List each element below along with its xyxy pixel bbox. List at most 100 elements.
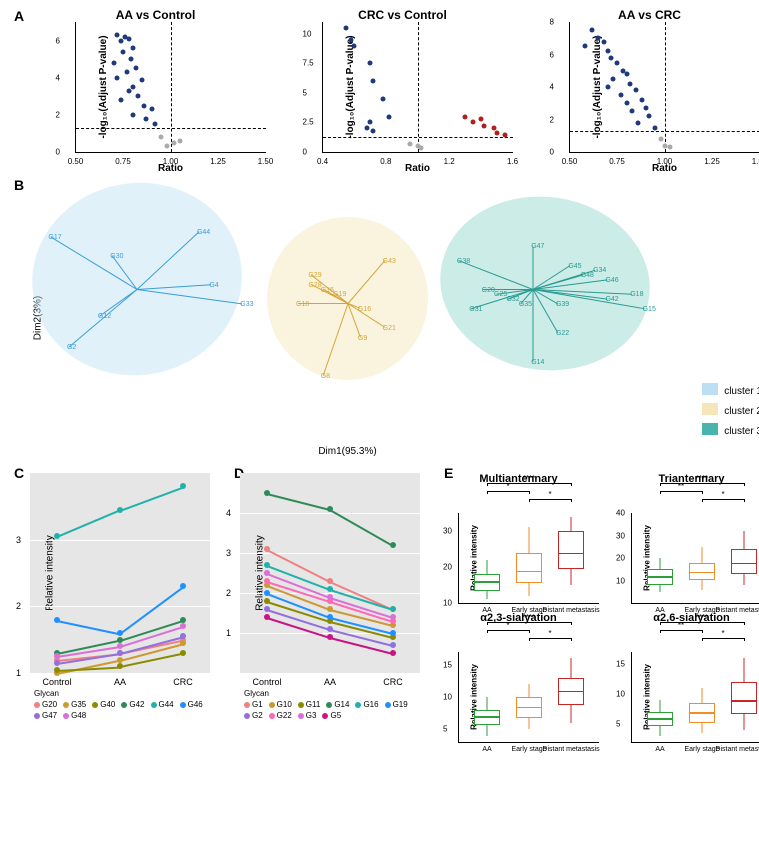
pca-node: G31 (469, 306, 473, 310)
volcano-title: AA vs CRC (545, 8, 755, 22)
series-point (264, 606, 270, 612)
data-point (164, 144, 169, 149)
legend-d: GlycanG1G10G11G14G16G19G2G22G3G5 (244, 689, 418, 720)
series-point (54, 533, 60, 539)
pca-node: G29 (308, 272, 312, 276)
panel-a-label: A (14, 8, 24, 24)
legend-item: G2 (244, 711, 263, 720)
series-point (54, 667, 60, 673)
pca-node: G45 (568, 263, 572, 267)
series-point (117, 663, 123, 669)
pca-legend: cluster 1cluster 2cluster 3 (702, 383, 759, 443)
legend-item: G35 (63, 700, 86, 709)
series-point (180, 650, 186, 656)
panel-d: Relative intensity 1234ControlAACRC Glyc… (218, 473, 418, 743)
series-point (54, 617, 60, 623)
data-point (618, 93, 623, 98)
data-point (407, 141, 412, 146)
pca-node: G17 (48, 234, 52, 238)
data-point (380, 96, 385, 101)
legend-item: G11 (298, 700, 321, 709)
pca-node: G42 (605, 296, 609, 300)
volcano-ylabel: -log₁₀(Adjust P-value) (345, 35, 356, 138)
series-point (327, 586, 333, 592)
pca-node: G21 (383, 325, 387, 329)
pca-node: G43 (383, 258, 387, 262)
box (731, 549, 757, 574)
data-point (582, 44, 587, 49)
pca-node: G47 (531, 243, 535, 247)
data-point (628, 81, 633, 86)
series-point (54, 660, 60, 666)
legend-item: G10 (269, 700, 292, 709)
data-point (159, 135, 164, 140)
legend-item: G22 (269, 711, 292, 720)
legend-item: G1 (244, 700, 263, 709)
panel-b-label: B (14, 177, 24, 193)
data-point (121, 49, 126, 54)
legend-item: cluster 1 (702, 383, 759, 399)
series-point (390, 606, 396, 612)
volcano-ylabel: -log₁₀(Adjust P-value) (98, 35, 109, 138)
series-point (327, 594, 333, 600)
volcano-plot: -log₁₀(Adjust P-value)Ratio0.40.81.21.60… (322, 22, 513, 153)
data-point (126, 88, 131, 93)
data-point (643, 106, 648, 111)
panel-c-ylabel: Relative intensity (44, 535, 55, 611)
data-point (368, 120, 373, 125)
data-point (605, 85, 610, 90)
series-point (327, 626, 333, 632)
cluster-ellipse (260, 210, 435, 387)
data-point (615, 60, 620, 65)
series-point (327, 614, 333, 620)
line-plot-c: Relative intensity 123ControlAACRC (30, 473, 210, 673)
pca-node: G25 (494, 291, 498, 295)
data-point (662, 143, 667, 148)
series-point (54, 653, 60, 659)
series-point (117, 643, 123, 649)
legend-item: G42 (121, 700, 144, 709)
data-point (136, 94, 141, 99)
data-point (653, 125, 658, 130)
series-point (390, 542, 396, 548)
data-point (658, 137, 663, 142)
pca-node: G4 (209, 282, 213, 286)
pca-node: G20 (482, 287, 486, 291)
box (731, 682, 757, 714)
data-point (119, 38, 124, 43)
legend-item: G44 (151, 700, 174, 709)
pca-node: G30 (110, 253, 114, 257)
data-point (134, 66, 139, 71)
data-point (349, 37, 354, 42)
data-point (470, 120, 475, 125)
data-point (371, 128, 376, 133)
pca-node: G44 (197, 229, 201, 233)
data-point (126, 36, 131, 41)
data-point (605, 49, 610, 54)
data-point (140, 77, 145, 82)
legend-item: G14 (326, 700, 349, 709)
data-point (352, 43, 357, 48)
panel-a-row: A AA vs Control -log₁₀(Adjust P-value)Rat… (8, 8, 759, 153)
series-point (390, 630, 396, 636)
series-point (117, 657, 123, 663)
series-point (390, 614, 396, 620)
data-point (143, 116, 148, 121)
pca-node: G35 (519, 301, 523, 305)
legend-item: G16 (355, 700, 378, 709)
pca-xlabel: Dim1(95.3%) (318, 446, 376, 457)
series-point (117, 507, 123, 513)
legend-item: G5 (322, 711, 341, 720)
data-point (115, 33, 120, 38)
data-point (601, 39, 606, 44)
line-plot-d: Relative intensity 1234ControlAACRC (240, 473, 420, 673)
box-panel: MultiantennaryRelative intensity102030AA… (438, 473, 599, 604)
series-point (117, 637, 123, 643)
panel-e: MultiantennaryRelative intensity102030AA… (438, 473, 759, 743)
volcano-xlabel: Ratio (405, 163, 430, 174)
series-point (180, 623, 186, 629)
data-point (647, 114, 652, 119)
volcano-title: AA vs Control (51, 8, 261, 22)
series-point (264, 562, 270, 568)
data-point (368, 61, 373, 66)
